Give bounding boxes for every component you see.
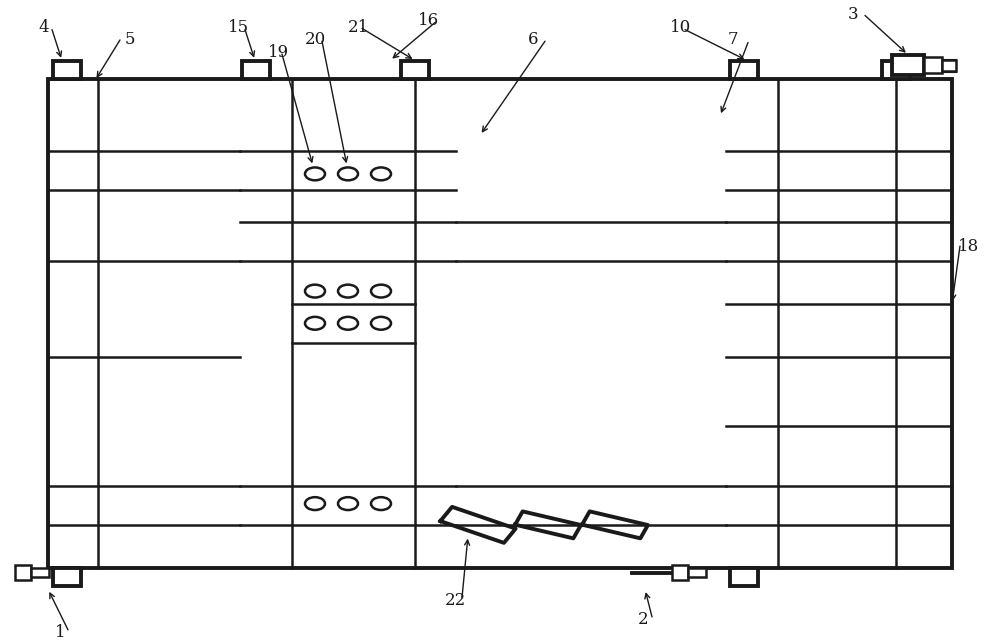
Bar xyxy=(688,568,706,577)
Bar xyxy=(924,57,942,73)
Text: 20: 20 xyxy=(305,32,326,48)
Bar xyxy=(242,61,270,79)
Text: 18: 18 xyxy=(958,238,979,254)
Bar xyxy=(31,568,49,577)
Text: 16: 16 xyxy=(418,12,439,29)
Bar xyxy=(53,61,81,79)
Bar xyxy=(401,61,429,79)
Bar xyxy=(730,568,758,586)
Bar xyxy=(942,60,956,71)
Text: 4: 4 xyxy=(38,19,49,35)
Bar xyxy=(672,565,688,580)
Text: 5: 5 xyxy=(125,32,136,48)
Text: 2: 2 xyxy=(638,611,649,628)
Text: 19: 19 xyxy=(268,44,289,61)
Text: 22: 22 xyxy=(445,592,466,609)
Bar xyxy=(882,61,910,79)
Bar xyxy=(48,79,952,568)
Text: 7: 7 xyxy=(728,32,739,48)
Bar xyxy=(15,565,31,580)
Bar xyxy=(892,55,924,75)
Bar xyxy=(53,568,81,586)
Text: 21: 21 xyxy=(348,19,369,35)
Text: 1: 1 xyxy=(55,624,66,641)
Text: 6: 6 xyxy=(528,32,538,48)
Text: 3: 3 xyxy=(848,6,859,23)
Text: 15: 15 xyxy=(228,19,249,35)
Text: 10: 10 xyxy=(670,19,691,35)
Bar xyxy=(730,61,758,79)
